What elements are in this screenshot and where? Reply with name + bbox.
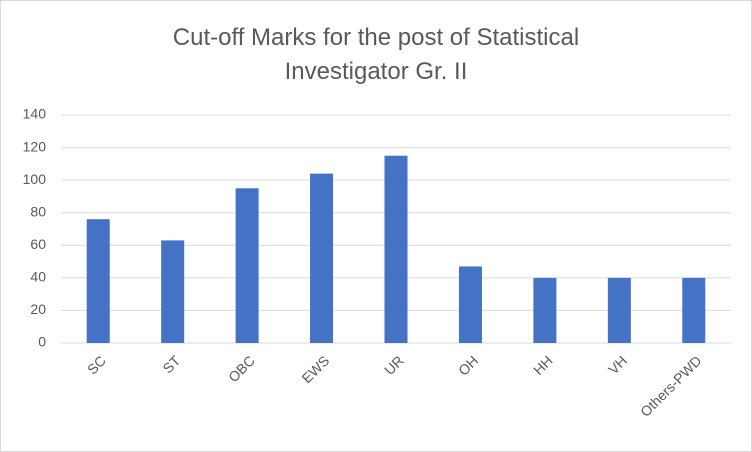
bar <box>384 155 408 343</box>
x-tick-label: ST <box>159 352 183 376</box>
y-tick-label: 60 <box>30 236 46 252</box>
x-tick-label: OH <box>455 352 481 378</box>
y-tick-label: 80 <box>30 203 46 219</box>
y-tick-label: 20 <box>30 301 46 317</box>
x-tick-label: Others-PWD <box>637 352 704 419</box>
bar <box>310 173 334 343</box>
chart-title: Cut-off Marks for the post of Statistica… <box>172 24 580 85</box>
bar <box>458 266 482 343</box>
y-tick-label: 140 <box>23 106 47 122</box>
y-tick-label: 100 <box>23 171 47 187</box>
bar <box>682 277 706 343</box>
x-tick-label: EWS <box>298 352 332 386</box>
y-tick-label: 120 <box>23 138 47 154</box>
bar <box>86 219 110 343</box>
y-tick-label: 40 <box>30 269 46 285</box>
x-tick-label: OBC <box>225 352 258 385</box>
x-tick-label: SC <box>84 352 109 377</box>
x-tick-label: HH <box>530 352 556 378</box>
bar <box>161 240 185 343</box>
y-tick-label: 0 <box>38 334 46 350</box>
bar <box>533 277 557 343</box>
bar <box>607 277 631 343</box>
x-tick-label: UR <box>381 352 407 378</box>
x-tick-label: VH <box>605 352 630 377</box>
bar <box>235 188 259 343</box>
